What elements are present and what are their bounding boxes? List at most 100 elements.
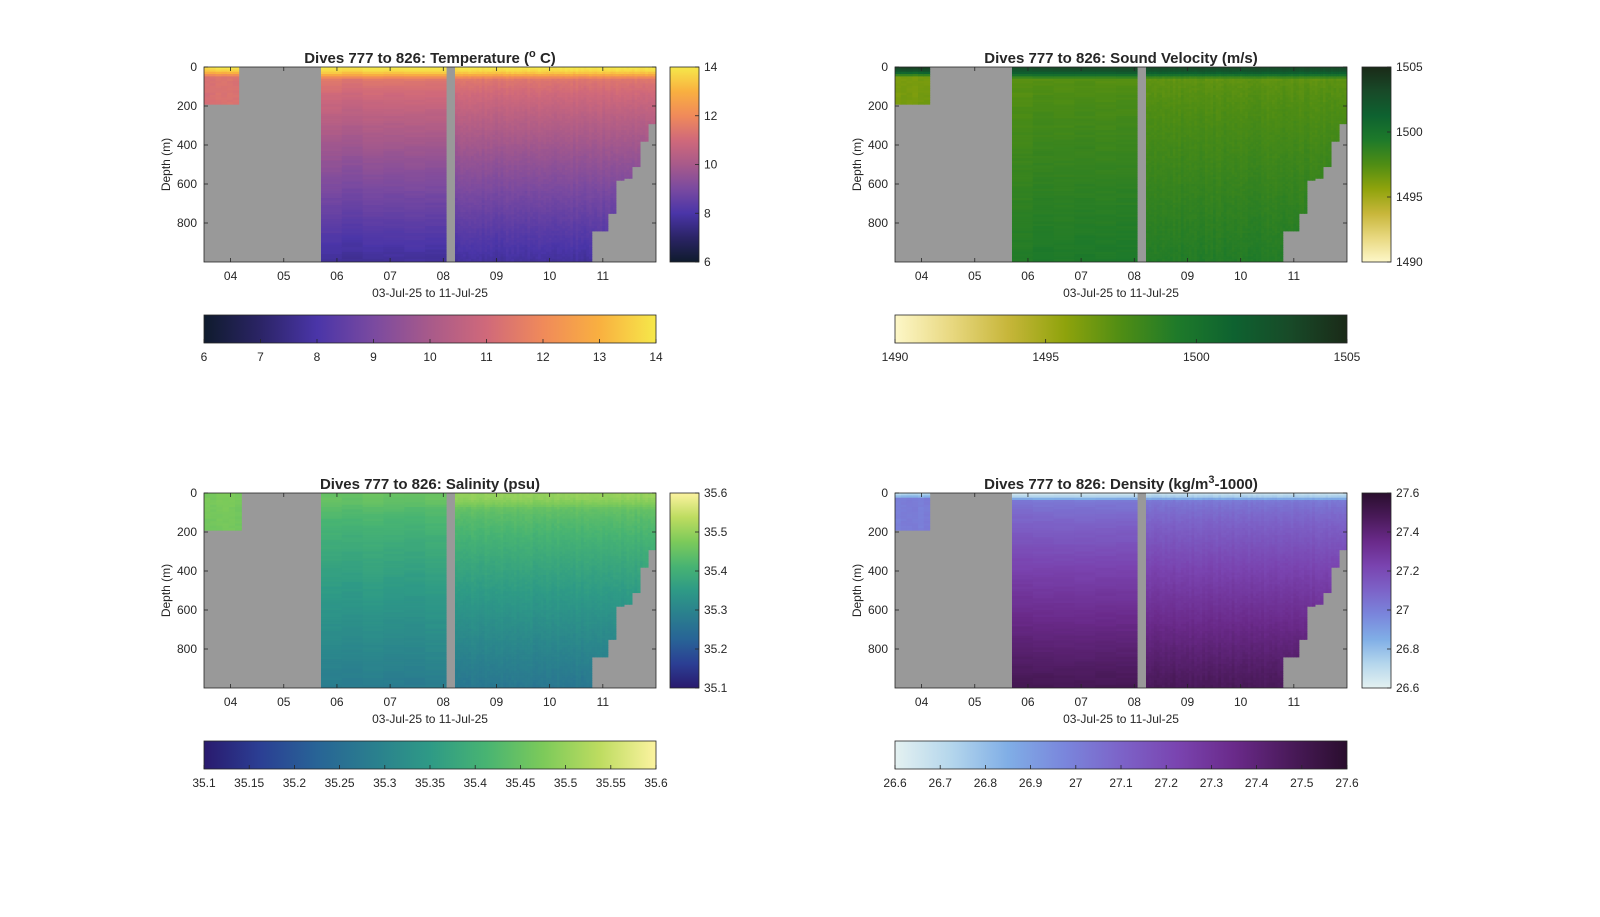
temperature-cell	[513, 113, 518, 117]
temperature-cell	[546, 106, 550, 110]
temperature-cell	[341, 139, 364, 143]
temperature-cell	[540, 83, 545, 87]
temperature-cell	[570, 174, 574, 178]
temperature-cell	[457, 251, 461, 255]
temperature-cell	[546, 212, 550, 216]
temperature-cell	[559, 184, 563, 187]
temperature-cell	[546, 158, 550, 162]
temperature-cell	[562, 158, 566, 162]
temperature-cell	[209, 97, 217, 101]
temperature-cell	[575, 226, 579, 230]
temperature-cell	[479, 113, 483, 117]
temperature-cell	[543, 169, 547, 173]
temperature-cell	[524, 191, 528, 194]
temperature-cell	[570, 158, 574, 162]
temperature-cell	[559, 109, 563, 113]
temperature-cell	[495, 155, 499, 159]
temperature-cell	[527, 83, 531, 87]
temperature-cell	[578, 120, 582, 124]
temperature-cell	[463, 88, 467, 91]
temperature-cell	[508, 104, 512, 108]
temperature-cell	[320, 118, 343, 122]
temperature-cell	[341, 99, 364, 103]
temperature-cell	[505, 97, 510, 101]
temperature-cell	[454, 172, 459, 176]
temperature-cell	[540, 148, 545, 152]
temperature-cell	[567, 162, 571, 166]
temperature-cell	[559, 151, 563, 155]
temperature-cell	[209, 102, 217, 105]
temperature-cell	[473, 104, 478, 108]
temperature-cell	[519, 95, 523, 99]
temperature-cell	[535, 223, 539, 227]
temperature-cell	[524, 95, 528, 99]
temperature-cell	[503, 139, 507, 143]
temperature-cell	[476, 106, 480, 110]
temperature-cell	[473, 113, 478, 117]
temperature-cell	[508, 141, 512, 145]
temperature-cell	[383, 132, 405, 136]
temperature-cell	[589, 188, 593, 192]
temperature-cell	[516, 123, 520, 127]
temperature-cell	[583, 88, 587, 91]
temperature-cell	[516, 97, 520, 101]
temperature-cell	[586, 132, 590, 136]
temperature-cell	[404, 198, 426, 201]
temperature-cell	[538, 81, 542, 84]
temperature-cell	[457, 242, 461, 246]
temperature-cell	[516, 193, 520, 197]
temperature-cell	[527, 123, 531, 127]
temperature-cell	[479, 186, 483, 190]
temperature-cell	[479, 146, 483, 150]
temperature-cell	[362, 113, 385, 117]
temperature-cell	[473, 202, 478, 206]
temperature-cell	[425, 67, 447, 70]
temperature-cell	[505, 167, 510, 171]
temperature-cell	[513, 74, 518, 77]
temperature-cell	[320, 228, 343, 232]
temperature-cell	[548, 176, 553, 180]
temperature-cell	[543, 153, 547, 157]
temperature-cell	[559, 130, 563, 134]
temperature-cell	[484, 169, 488, 173]
temperature-cell	[522, 155, 526, 159]
temperature-cell	[341, 230, 364, 234]
temperature-cell	[497, 144, 502, 148]
temperature-cell	[567, 198, 571, 201]
temperature-cell	[460, 228, 464, 232]
temperature-cell	[578, 137, 582, 141]
temperature-cell	[320, 200, 343, 204]
temperature-cell	[513, 106, 518, 110]
temperature-cell	[522, 118, 526, 122]
temperature-cell	[556, 251, 561, 255]
temperature-cell	[508, 153, 512, 157]
temperature-cell	[578, 106, 582, 110]
temperature-cell	[564, 167, 569, 171]
temperature-cell	[513, 162, 518, 166]
temperature-cell	[487, 205, 491, 208]
temperature-cell	[341, 67, 364, 70]
temperature-cell	[383, 148, 405, 152]
temperature-cell	[404, 148, 426, 152]
temperature-cell	[383, 256, 405, 260]
temperature-cell	[511, 228, 515, 232]
temperature-cell	[567, 74, 571, 77]
temperature-cell	[538, 254, 542, 258]
temperature-cell	[543, 78, 547, 82]
temperature-cell	[578, 130, 582, 134]
temperature-cell	[556, 132, 561, 136]
temperature-cell	[495, 235, 499, 239]
temperature-cell	[511, 237, 515, 241]
temperature-cell	[505, 240, 510, 244]
temperature-cell	[524, 137, 528, 141]
temperature-cell	[586, 207, 590, 211]
temperature-cell	[463, 205, 467, 208]
temperature-cell	[457, 226, 461, 230]
temperature-cell	[468, 118, 472, 122]
temperature-cell	[556, 144, 561, 148]
temperature-cell	[589, 172, 593, 176]
temperature-cell	[481, 141, 486, 145]
temperature-cell	[404, 202, 426, 206]
temperature-cell	[503, 226, 507, 230]
temperature-cell	[527, 74, 531, 77]
